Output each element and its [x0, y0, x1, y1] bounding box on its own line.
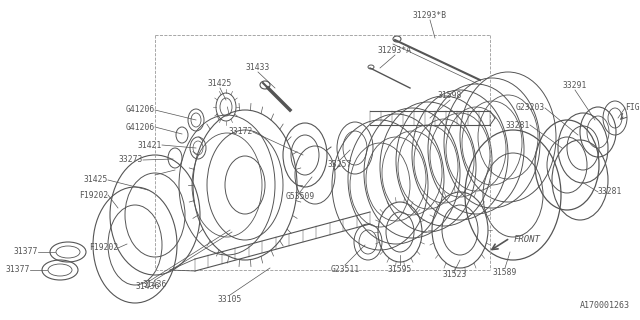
Text: 31598: 31598 [438, 91, 462, 100]
Text: 31589: 31589 [493, 268, 517, 277]
Text: 31433: 31433 [246, 63, 270, 72]
Text: F19202: F19202 [79, 190, 108, 199]
Text: 33257: 33257 [328, 160, 352, 169]
Text: 31377: 31377 [6, 266, 30, 275]
Text: 33273: 33273 [118, 156, 143, 164]
Text: 31436: 31436 [136, 282, 160, 291]
Text: 31421: 31421 [138, 140, 162, 149]
Text: 31595: 31595 [388, 265, 412, 274]
Text: 31377: 31377 [13, 247, 38, 257]
Text: 33291: 33291 [563, 81, 587, 90]
Text: 33172: 33172 [228, 127, 253, 137]
Text: FIG.170-1: FIG.170-1 [625, 103, 640, 113]
Text: 33281: 33281 [506, 121, 530, 130]
Text: 31293*A: 31293*A [378, 46, 412, 55]
Text: F19202: F19202 [89, 244, 118, 252]
Text: 31436: 31436 [143, 280, 167, 289]
Text: 31425: 31425 [84, 175, 108, 185]
Text: 33105: 33105 [218, 295, 242, 304]
Text: G23511: G23511 [330, 265, 360, 274]
Text: G41206: G41206 [125, 123, 155, 132]
Text: 31293*B: 31293*B [413, 11, 447, 20]
Text: FRONT: FRONT [514, 236, 541, 244]
Text: G41206: G41206 [125, 106, 155, 115]
Text: 33281: 33281 [598, 188, 622, 196]
Text: G23203: G23203 [516, 103, 545, 113]
Text: G53509: G53509 [285, 192, 315, 201]
Text: A170001263: A170001263 [580, 301, 630, 310]
Text: 31523: 31523 [443, 270, 467, 279]
Text: 31425: 31425 [208, 79, 232, 88]
